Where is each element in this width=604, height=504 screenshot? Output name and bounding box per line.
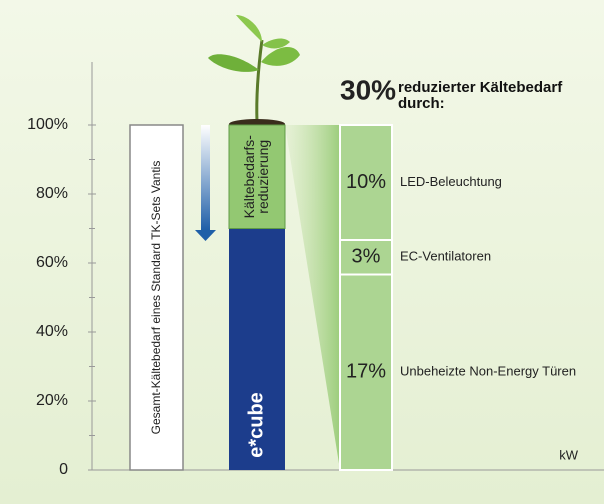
y-tick-label: 20% (36, 392, 68, 409)
segment-label-line: reduzierung (255, 140, 271, 214)
logo: e*cube (245, 392, 267, 458)
y-tick-label: 60% (36, 254, 68, 271)
arrow-head (195, 230, 216, 241)
y-tick-label: 0 (59, 461, 68, 478)
breakdown-category: LED-Beleuchtung (400, 174, 502, 189)
y-tick-label: 80% (36, 185, 68, 202)
breakdown-value: 3% (352, 246, 381, 268)
y-tick-label: 100% (27, 116, 68, 133)
y-tick-label: 40% (36, 323, 68, 340)
total-label: Gesamt-Kältebedarf eines Standard TK-Set… (149, 161, 163, 435)
plant (208, 15, 300, 129)
reduction-value: 30% (340, 74, 396, 105)
breakdown-category: EC-Ventilatoren (400, 249, 491, 264)
segment-label: Kältebedarfs-reduzierung (241, 135, 271, 219)
wedge (285, 125, 340, 470)
unit: kW (559, 447, 579, 462)
breakdown-value: 10% (346, 171, 386, 193)
arrow-shaft (201, 125, 210, 230)
chart: 0 20% 40% 60% 80% 100% Gesamt-Kältebedarf eine… (0, 0, 604, 504)
infographic: 0 20% 40% 60% 80% 100% Gesamt-Kältebedarf eine… (0, 0, 604, 504)
breakdown-value: 17% (346, 361, 386, 383)
breakdown-category: Unbeheizte Non-Energy Türen (400, 364, 576, 379)
breakdown-title: reduzierter Kältebedarf durch: (398, 80, 573, 112)
